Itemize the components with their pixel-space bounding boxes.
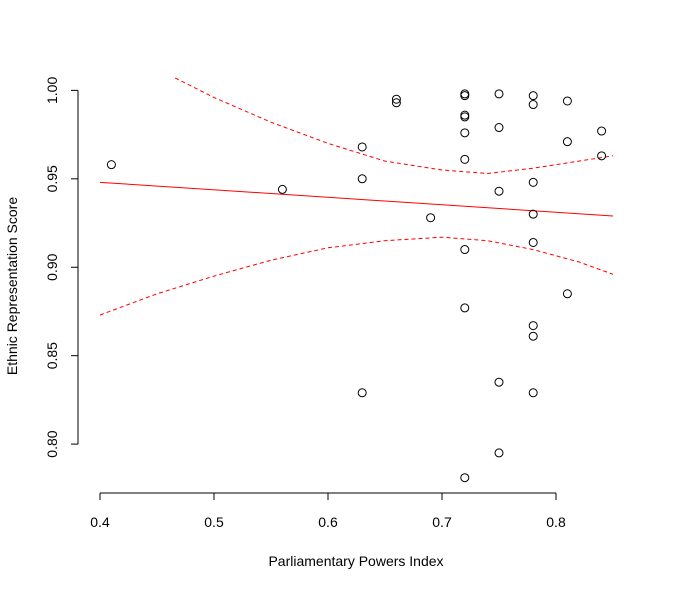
y-tick-label: 0.80: [44, 430, 60, 457]
data-point: [426, 213, 436, 223]
data-point: [494, 448, 504, 458]
x-tick-label: 0.7: [432, 514, 452, 530]
y-tick-label: 0.85: [44, 342, 60, 369]
x-tick-label: 0.4: [90, 514, 110, 530]
data-point: [460, 89, 470, 99]
data-point: [528, 91, 538, 101]
data-point: [494, 89, 504, 99]
data-point: [391, 94, 401, 104]
data-point: [460, 91, 470, 101]
plot-area: [99, 77, 614, 483]
y-tick-label: 1.00: [44, 77, 60, 104]
data-point: [528, 331, 538, 341]
data-point: [528, 237, 538, 247]
data-point: [460, 245, 470, 255]
data-point: [106, 160, 116, 170]
x-axis: 0.4 0.5 0.6 0.7 0.8: [90, 492, 566, 530]
data-point: [357, 388, 367, 398]
confidence-upper-line: [174, 77, 614, 175]
data-point: [460, 473, 470, 483]
data-point: [357, 142, 367, 152]
data-point: [460, 128, 470, 138]
y-axis-title: Ethnic Representation Score: [4, 197, 20, 375]
data-point: [597, 151, 607, 161]
data-point: [562, 96, 572, 106]
data-point: [528, 177, 538, 187]
y-tick-label: 0.90: [44, 253, 60, 280]
data-point: [494, 186, 504, 196]
data-point: [460, 112, 470, 122]
x-tick-label: 0.6: [318, 514, 338, 530]
data-point: [562, 137, 572, 147]
y-axis: 0.80 0.85 0.90 0.95 1.00: [44, 77, 79, 458]
data-point: [357, 174, 367, 184]
data-point: [528, 321, 538, 331]
data-point: [460, 110, 470, 120]
data-point: [562, 289, 572, 299]
data-point: [528, 209, 538, 219]
x-tick-label: 0.5: [204, 514, 224, 530]
y-tick-label: 0.95: [44, 165, 60, 192]
data-point: [528, 388, 538, 398]
x-axis-title: Parliamentary Powers Index: [268, 553, 443, 569]
confidence-lower-line: [99, 236, 614, 316]
data-point: [277, 184, 287, 194]
data-point: [597, 126, 607, 136]
data-point: [460, 303, 470, 313]
data-point: [460, 154, 470, 164]
data-point: [528, 100, 538, 110]
data-point: [494, 377, 504, 387]
x-tick-label: 0.8: [546, 514, 566, 530]
data-point: [494, 123, 504, 133]
data-point: [391, 98, 401, 108]
regression-line: [99, 181, 614, 217]
